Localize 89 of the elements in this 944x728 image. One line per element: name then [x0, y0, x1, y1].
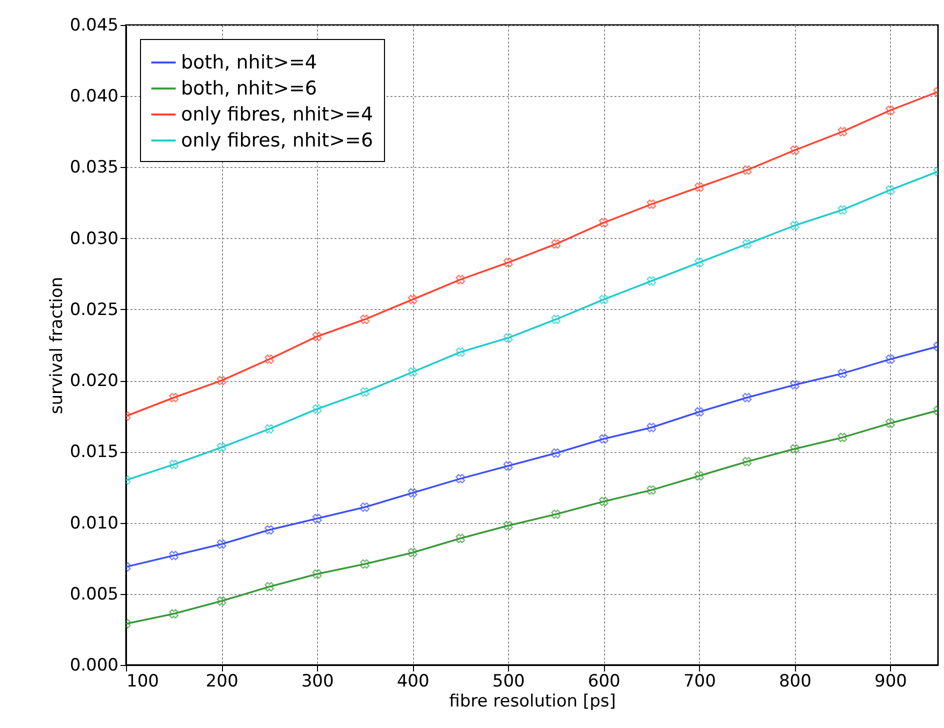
- x-tick-label: 700: [683, 672, 716, 692]
- point: [503, 520, 513, 530]
- point: [408, 488, 418, 498]
- legend-label: both, nhit>=4: [181, 52, 317, 74]
- point: [646, 276, 656, 286]
- point: [169, 460, 179, 470]
- point: [503, 461, 513, 471]
- point: [838, 432, 848, 442]
- point: [216, 539, 226, 549]
- point: [598, 434, 608, 444]
- x-axis-title: fibre resolution [ps]: [449, 692, 616, 712]
- y-tick-label: 0.005: [70, 584, 118, 604]
- point: [503, 258, 513, 268]
- point: [264, 424, 274, 434]
- point: [551, 448, 561, 458]
- point: [551, 239, 561, 249]
- point: [885, 185, 895, 195]
- point: [885, 106, 895, 116]
- legend-label: only fibres, nhit>=6: [181, 130, 374, 152]
- y-tick-label: 0.015: [70, 442, 118, 462]
- point: [312, 404, 322, 414]
- point: [456, 274, 466, 284]
- point: [169, 392, 179, 402]
- point: [408, 367, 418, 377]
- point: [790, 380, 800, 390]
- point: [694, 407, 704, 417]
- point: [790, 444, 800, 454]
- point: [169, 609, 179, 619]
- point: [742, 392, 752, 402]
- point: [264, 582, 274, 592]
- point: [360, 387, 370, 397]
- point: [456, 474, 466, 484]
- y-tick-label: 0.000: [70, 656, 118, 676]
- point: [551, 314, 561, 324]
- x-tick-label: 300: [301, 672, 334, 692]
- y-tick-label: 0.035: [70, 158, 118, 178]
- point: [838, 126, 848, 136]
- point: [216, 596, 226, 606]
- point: [646, 422, 656, 432]
- point: [264, 354, 274, 364]
- point: [169, 550, 179, 560]
- y-tick-label: 0.025: [70, 300, 118, 320]
- point: [312, 569, 322, 579]
- y-tick-label: 0.040: [70, 86, 118, 107]
- point: [838, 368, 848, 378]
- x-tick-label: 100: [126, 672, 159, 692]
- point: [456, 534, 466, 544]
- point: [694, 471, 704, 481]
- point: [646, 199, 656, 209]
- point: [360, 314, 370, 324]
- y-tick-label: 0.045: [70, 16, 118, 36]
- point: [885, 354, 895, 364]
- x-tick-label: 500: [492, 672, 525, 692]
- point: [838, 205, 848, 215]
- y-tick-label: 0.010: [70, 513, 118, 534]
- point: [360, 502, 370, 512]
- point: [312, 514, 322, 524]
- y-axis-title: survival fraction: [46, 276, 67, 414]
- point: [264, 525, 274, 535]
- point: [598, 294, 608, 304]
- legend-label: both, nhit>=6: [181, 78, 317, 100]
- point: [216, 376, 226, 386]
- x-tick-label: 900: [874, 672, 907, 692]
- point: [742, 239, 752, 249]
- point: [216, 442, 226, 452]
- y-tick-label: 0.030: [70, 228, 118, 249]
- point: [312, 332, 322, 342]
- point: [598, 496, 608, 506]
- point: [408, 548, 418, 558]
- point: [551, 510, 561, 519]
- point: [885, 418, 895, 428]
- x-tick-label: 400: [396, 672, 430, 692]
- point: [742, 456, 752, 466]
- point: [694, 258, 704, 268]
- point: [646, 485, 656, 495]
- point: [408, 294, 418, 304]
- point: [790, 145, 800, 155]
- point: [694, 182, 704, 192]
- point: [503, 333, 513, 343]
- point: [360, 559, 370, 569]
- point: [790, 220, 800, 230]
- legend-label: only fibres, nhit>=4: [181, 104, 374, 126]
- y-tick-label: 0.020: [70, 371, 118, 392]
- x-tick-label: 800: [778, 672, 812, 692]
- x-tick-label: 600: [588, 672, 620, 692]
- point: [742, 165, 752, 175]
- x-tick-label: 200: [206, 672, 238, 692]
- point: [456, 347, 466, 357]
- point: [598, 218, 608, 228]
